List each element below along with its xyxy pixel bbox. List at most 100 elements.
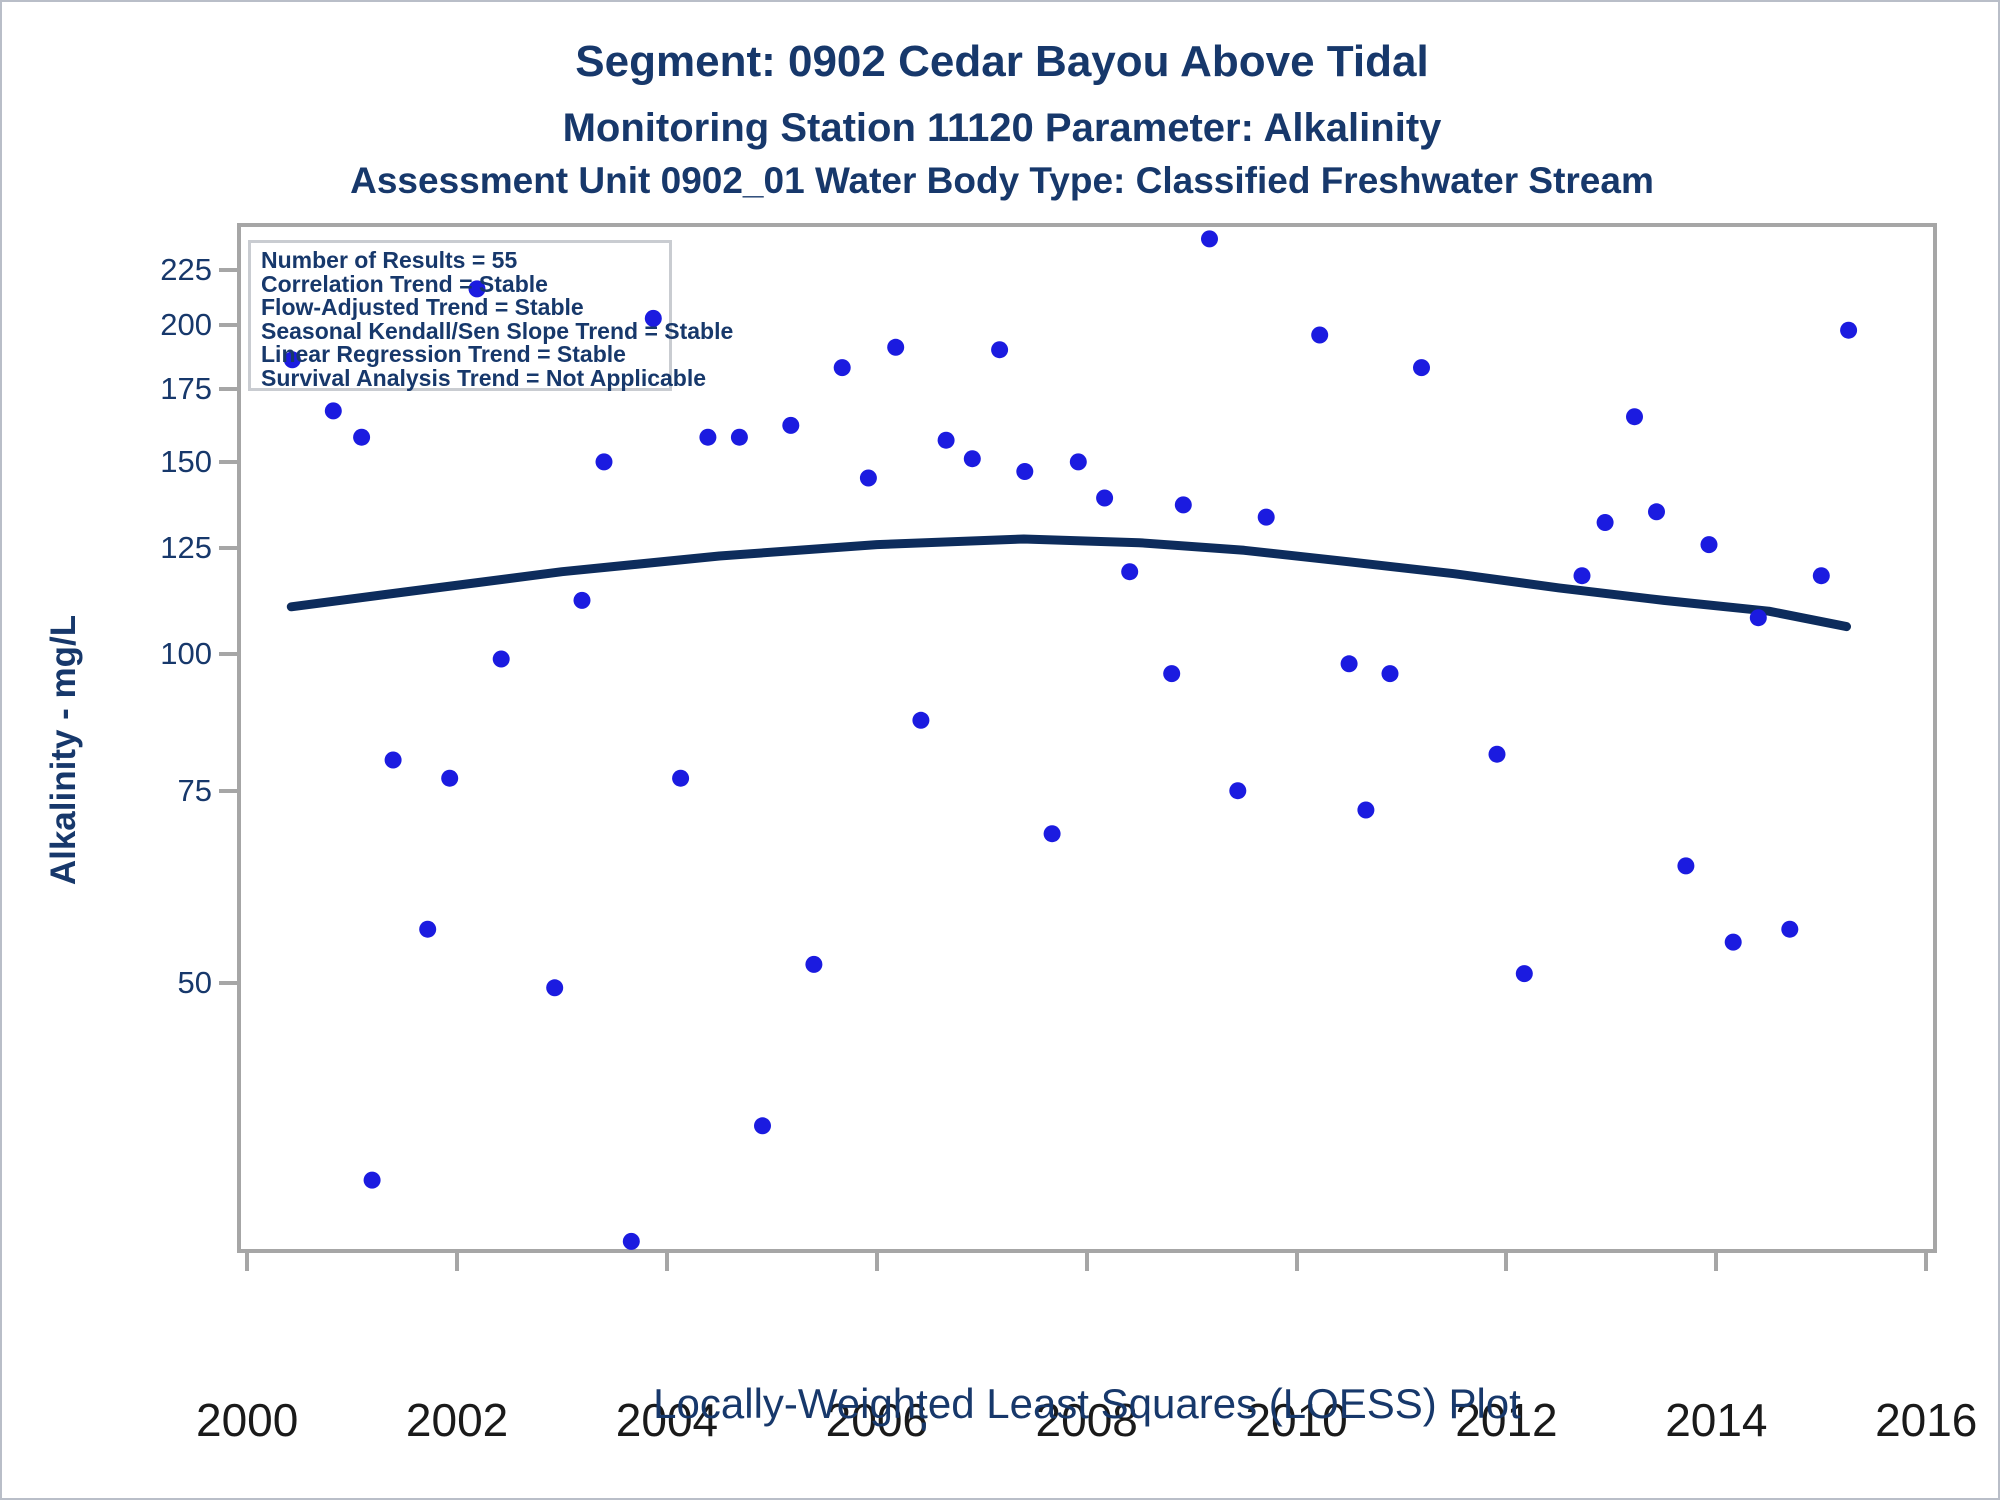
y-axis-tick-label: 150 [160, 443, 212, 479]
page-subtitle-assessment-unit: Assessment Unit 0902_01 Water Body Type:… [350, 160, 1654, 201]
data-point [833, 359, 851, 377]
data-point [573, 591, 591, 609]
page-subtitle-station: Monitoring Station 11120 Parameter: Alka… [562, 106, 1442, 150]
data-point [1413, 359, 1430, 377]
data-point [1812, 567, 1830, 585]
x-axis-tick-label: 2000 [196, 1394, 299, 1446]
data-point [384, 751, 402, 769]
x-axis-tick-mark [1714, 1253, 1719, 1271]
y-axis-tick-label: 225 [160, 251, 212, 287]
y-axis-title: Alkalinity - mg/L [44, 614, 83, 886]
data-point [363, 1171, 381, 1189]
data-point [546, 979, 564, 997]
y-axis-tick-mark [219, 788, 237, 793]
data-point [1677, 857, 1695, 875]
x-axis-tick-mark [455, 1253, 460, 1271]
data-point [441, 769, 459, 787]
y-axis-tick-mark [219, 323, 237, 328]
data-point [1257, 508, 1275, 526]
x-axis-tick-label: 2014 [1665, 1394, 1768, 1446]
data-point [887, 338, 905, 356]
y-axis-tick-mark [219, 267, 237, 272]
x-axis-tick-label: 2016 [1875, 1394, 1978, 1446]
loess-trend-line [286, 534, 1851, 632]
data-point [1488, 745, 1506, 763]
data-point [492, 650, 510, 668]
data-point [1626, 408, 1643, 426]
scatter-plot-canvas [283, 230, 1858, 1250]
stats-line: Number of Results = 55 [261, 247, 518, 273]
y-axis-tick-mark [219, 459, 237, 464]
data-point [468, 280, 486, 298]
data-point [1724, 933, 1742, 951]
stray-quote-mark: ' [920, 1416, 928, 1452]
data-point [1043, 825, 1061, 843]
data-point [1749, 609, 1767, 627]
data-point [1700, 536, 1718, 554]
x-axis-tick-label: 2008 [1035, 1394, 1138, 1446]
page-title: Segment: 0902 Cedar Bayou Above Tidal [575, 37, 1429, 86]
data-point [1174, 496, 1192, 514]
data-point [937, 431, 955, 449]
x-axis-tick-label: 2004 [615, 1394, 719, 1446]
plot-caption: Locally-Weighted Least Squares (LOESS) P… [653, 1380, 1521, 1427]
y-axis-tick-label: 75 [177, 772, 212, 808]
data-point [859, 469, 877, 487]
stats-line: Seasonal Kendall/Sen Slope Trend = Stabl… [261, 317, 734, 344]
y-axis-tick-mark [219, 386, 237, 391]
data-point [1515, 965, 1533, 983]
data-point [1096, 489, 1114, 507]
data-point [1357, 801, 1375, 819]
x-axis-tick-mark [664, 1253, 669, 1271]
y-axis-tick-label: 100 [160, 636, 212, 672]
y-axis-tick-label: 200 [160, 307, 212, 343]
plot-area-frame [237, 223, 1937, 1253]
y-axis-tick-label: 125 [160, 530, 212, 566]
data-point [1596, 514, 1614, 531]
y-axis-tick-label: 175 [160, 370, 212, 406]
data-point [1311, 326, 1329, 344]
data-point [1381, 665, 1399, 683]
x-axis-tick-mark [1504, 1253, 1509, 1271]
data-point [963, 450, 981, 468]
data-point [1229, 782, 1247, 800]
stats-line: Linear Regression Trend = Stable [261, 341, 626, 367]
data-point [1121, 563, 1139, 581]
data-point [912, 711, 930, 729]
stats-line: Correlation Trend = Stable [261, 270, 548, 297]
data-point [1781, 920, 1799, 938]
y-axis-tick-mark [219, 980, 237, 985]
data-point [324, 402, 342, 420]
y-axis-tick-mark [219, 546, 237, 551]
data-point [672, 769, 690, 787]
data-point [622, 1232, 640, 1250]
trend-stats-box: Number of Results = 55 Correlation Trend … [248, 240, 734, 391]
x-axis-tick-mark [874, 1253, 879, 1271]
data-point [730, 428, 748, 446]
data-point [1069, 453, 1087, 471]
data-point [595, 453, 613, 471]
stats-line: Flow-Adjusted Trend = Stable [261, 294, 584, 320]
data-point [1840, 321, 1858, 339]
data-point [782, 416, 800, 434]
data-point [419, 920, 437, 938]
y-axis-tick-mark [219, 652, 237, 657]
x-axis-tick-mark [1924, 1253, 1929, 1271]
x-axis-tick-label: 2012 [1455, 1394, 1558, 1446]
x-axis-tick-mark [245, 1253, 250, 1271]
data-point [1201, 230, 1218, 248]
stats-line: Survival Analysis Trend = Not Applicable [261, 364, 707, 391]
data-point [754, 1117, 771, 1135]
x-axis-tick-mark [1084, 1253, 1089, 1271]
data-point [1016, 463, 1034, 480]
x-axis-tick-mark [1294, 1253, 1299, 1271]
data-point [1163, 665, 1181, 683]
x-axis-tick-label: 2006 [825, 1394, 928, 1446]
data-point [644, 309, 662, 327]
data-point [991, 341, 1009, 359]
data-point [283, 351, 301, 369]
y-axis-tick-label: 50 [177, 964, 212, 1000]
x-axis-tick-label: 2010 [1245, 1394, 1348, 1446]
data-point [699, 428, 717, 446]
